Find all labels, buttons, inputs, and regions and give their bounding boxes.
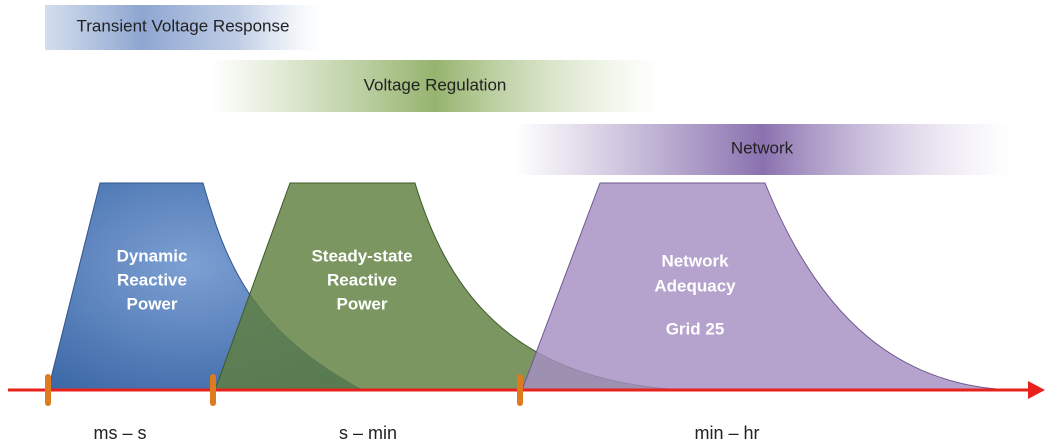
timescale-label: ms – s (93, 423, 146, 443)
band-label: Voltage Regulation (364, 75, 507, 94)
region-note: Grid 25 (666, 319, 725, 338)
axis-tick (210, 374, 216, 406)
region-shape (521, 182, 1013, 391)
band (45, 5, 320, 50)
band (515, 124, 1010, 175)
axis-arrow (1028, 381, 1045, 399)
timescale-label: s – min (339, 423, 397, 443)
region-label: Reactive (117, 270, 187, 289)
axis-tick (517, 374, 523, 406)
region-label: Adequacy (654, 276, 736, 295)
region-label: Steady-state (311, 246, 412, 265)
band-label: Transient Voltage Response (77, 16, 290, 35)
region-label: Dynamic (117, 246, 188, 265)
region-label: Network (661, 251, 729, 270)
timescale-label: min – hr (694, 423, 759, 443)
band (210, 60, 660, 112)
band-label: Network (731, 138, 794, 157)
region-label: Power (126, 294, 177, 313)
axis-tick (45, 374, 51, 406)
region-label: Reactive (327, 270, 397, 289)
region-label: Power (336, 294, 387, 313)
